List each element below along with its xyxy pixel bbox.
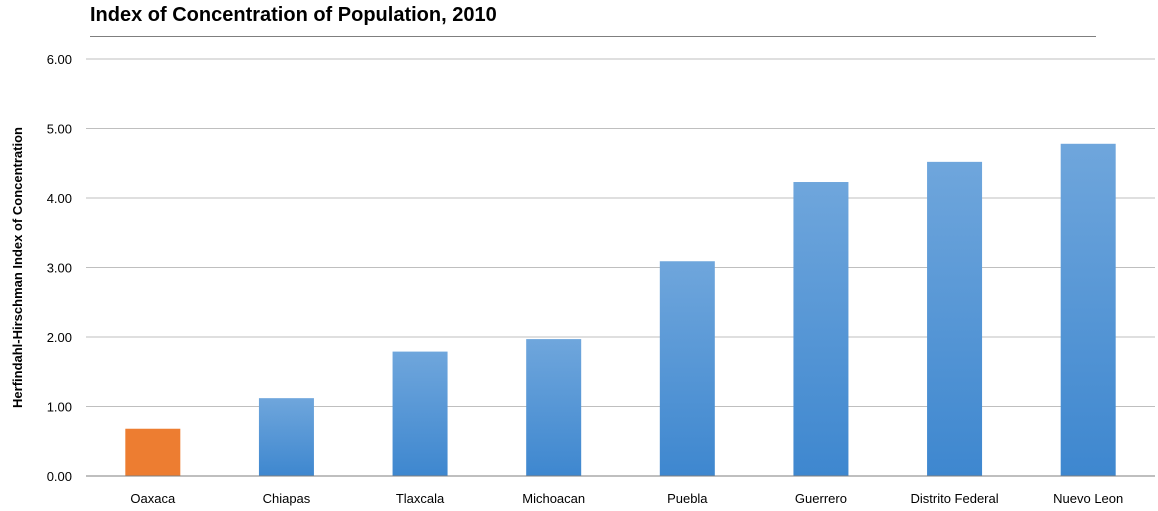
bar-michoacan — [526, 339, 582, 476]
x-tick-label: Tlaxcala — [396, 491, 445, 506]
y-tick-label: 4.00 — [47, 191, 72, 206]
y-tick-label: 1.00 — [47, 400, 72, 415]
bar-distrito-federal — [927, 161, 983, 477]
y-tick-label: 0.00 — [47, 469, 72, 484]
y-axis-ticks: 0.00 1.00 2.00 3.00 4.00 5.00 6.00 — [47, 52, 72, 484]
x-tick-label: Oaxaca — [130, 491, 176, 506]
bar-puebla — [659, 261, 715, 476]
chart-title: Index of Concentration of Population, 20… — [90, 4, 497, 26]
y-tick-label: 5.00 — [47, 122, 72, 137]
title-underline — [90, 36, 1096, 37]
y-axis-title: Herfindahl-Hirschman Index of Concentrat… — [10, 127, 25, 408]
x-tick-label: Nuevo Leon — [1053, 491, 1123, 506]
y-tick-label: 3.00 — [47, 261, 72, 276]
x-tick-label: Chiapas — [263, 491, 311, 506]
x-tick-label: Michoacan — [522, 491, 585, 506]
gridlines — [86, 58, 1155, 407]
bar-guerrero — [793, 182, 849, 476]
x-tick-label: Puebla — [667, 491, 708, 506]
x-axis-ticks: Oaxaca Chiapas Tlaxcala Michoacan Puebla Guer… — [130, 491, 1123, 506]
bar-oaxaca — [125, 428, 181, 476]
bar-chiapas — [258, 398, 314, 476]
bar-nuevo-leon — [1060, 143, 1116, 477]
x-tick-label: Distrito Federal — [910, 491, 998, 506]
bar-tlaxcala — [392, 351, 448, 476]
y-tick-label: 2.00 — [47, 330, 72, 345]
x-tick-label: Guerrero — [795, 491, 847, 506]
y-tick-label: 6.00 — [47, 52, 72, 67]
bars — [125, 143, 1116, 477]
